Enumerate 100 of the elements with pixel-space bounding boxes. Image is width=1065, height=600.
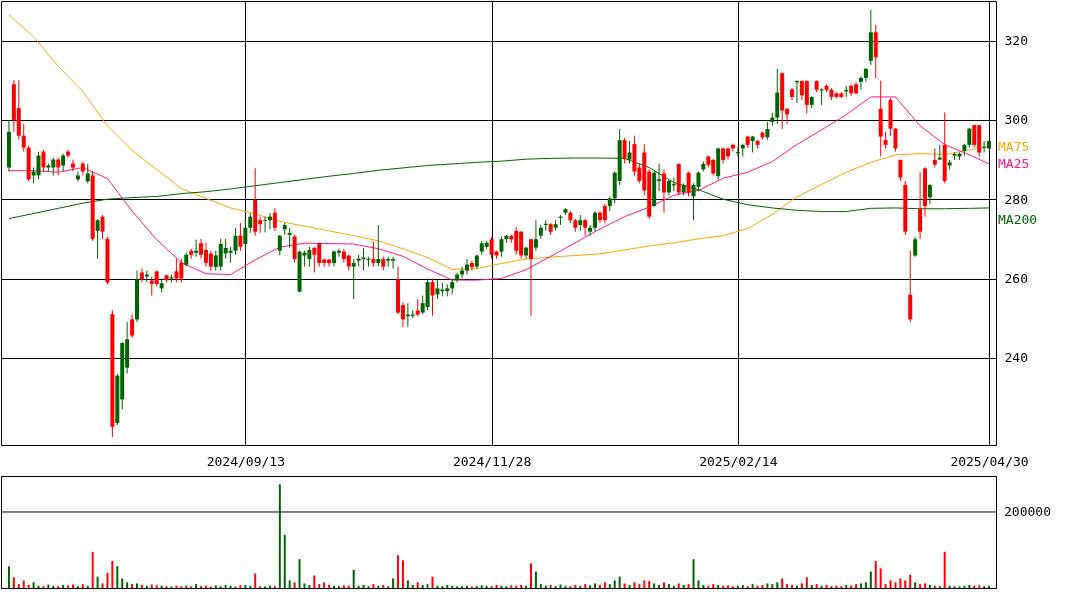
bar <box>534 571 537 588</box>
bar <box>288 580 291 588</box>
candlestick <box>130 313 135 339</box>
bar <box>697 580 700 588</box>
bar <box>889 580 892 588</box>
candlestick <box>174 258 179 283</box>
bar <box>687 584 690 588</box>
bar <box>928 584 931 588</box>
bar <box>894 582 897 588</box>
candlestick <box>469 260 474 272</box>
bar <box>692 559 695 588</box>
candlestick <box>41 149 46 172</box>
bar <box>623 583 626 588</box>
bar <box>214 585 217 588</box>
bar <box>91 551 94 588</box>
candlestick <box>982 140 987 153</box>
candlestick <box>932 147 937 168</box>
bar <box>224 584 227 588</box>
bar <box>633 582 636 588</box>
bar <box>810 584 813 588</box>
candlestick <box>371 241 376 268</box>
bar <box>530 563 533 588</box>
bar <box>662 582 665 588</box>
bar <box>589 585 592 588</box>
candlestick <box>272 207 277 232</box>
bar <box>598 584 601 588</box>
bar <box>638 584 641 588</box>
bar <box>904 580 907 588</box>
candlestick <box>100 214 105 240</box>
series-label: MA200 <box>998 211 1038 227</box>
bar <box>397 555 400 588</box>
y-tick-label: 300 <box>1004 112 1028 128</box>
bar <box>761 584 764 588</box>
candlestick <box>351 258 356 300</box>
bar <box>426 584 429 588</box>
bar <box>392 578 395 588</box>
candlestick <box>464 258 469 276</box>
candlestick <box>593 210 598 232</box>
bar <box>293 582 296 588</box>
text: 200000 <box>1004 503 1051 519</box>
bar <box>909 574 912 588</box>
bar <box>406 580 409 588</box>
line-series <box>8 14 990 270</box>
bar <box>914 582 917 588</box>
bar <box>727 585 730 588</box>
bar <box>594 583 597 588</box>
bar <box>968 584 971 588</box>
candlestick <box>622 137 627 165</box>
candlestick <box>913 236 918 258</box>
candlestick <box>361 247 366 272</box>
bar <box>131 584 134 588</box>
bar <box>751 584 754 588</box>
bar <box>313 575 316 588</box>
bar <box>27 584 30 588</box>
candlestick <box>75 170 80 182</box>
bar <box>126 582 129 588</box>
bar <box>884 584 887 588</box>
bar <box>520 584 523 588</box>
bar <box>411 584 414 588</box>
candlestick <box>287 227 292 249</box>
bar <box>32 582 35 588</box>
bar <box>239 585 242 588</box>
candlestick <box>804 79 809 115</box>
bar <box>702 584 705 588</box>
candlestick <box>21 123 26 153</box>
bar <box>899 578 902 588</box>
candlestick <box>263 216 268 234</box>
bar <box>874 561 877 588</box>
bar <box>618 576 621 588</box>
bar <box>781 578 784 588</box>
candlestick <box>248 212 253 234</box>
bar <box>362 584 365 588</box>
bar <box>495 584 498 588</box>
bar <box>776 582 779 588</box>
candlestick <box>972 124 977 149</box>
bar <box>924 583 927 588</box>
bar <box>879 568 882 588</box>
candlestick <box>499 236 504 258</box>
bar <box>244 584 247 588</box>
series-label: MA25 <box>998 155 1030 171</box>
bar <box>825 584 828 588</box>
bar <box>805 577 808 588</box>
candlestick <box>66 149 71 159</box>
bar <box>712 584 715 588</box>
bar <box>155 585 158 588</box>
candlestick <box>233 227 238 256</box>
candlestick <box>858 75 863 91</box>
bar <box>136 583 138 588</box>
candlestick <box>85 163 90 184</box>
bar <box>81 584 84 588</box>
bar <box>648 581 651 588</box>
bar <box>608 584 611 588</box>
candlestick <box>893 127 898 153</box>
bar <box>431 576 434 588</box>
candlestick <box>36 151 41 180</box>
bar <box>96 576 99 588</box>
bar <box>658 584 661 588</box>
candlestick <box>529 238 534 317</box>
bar <box>717 584 720 588</box>
bar <box>978 585 981 588</box>
